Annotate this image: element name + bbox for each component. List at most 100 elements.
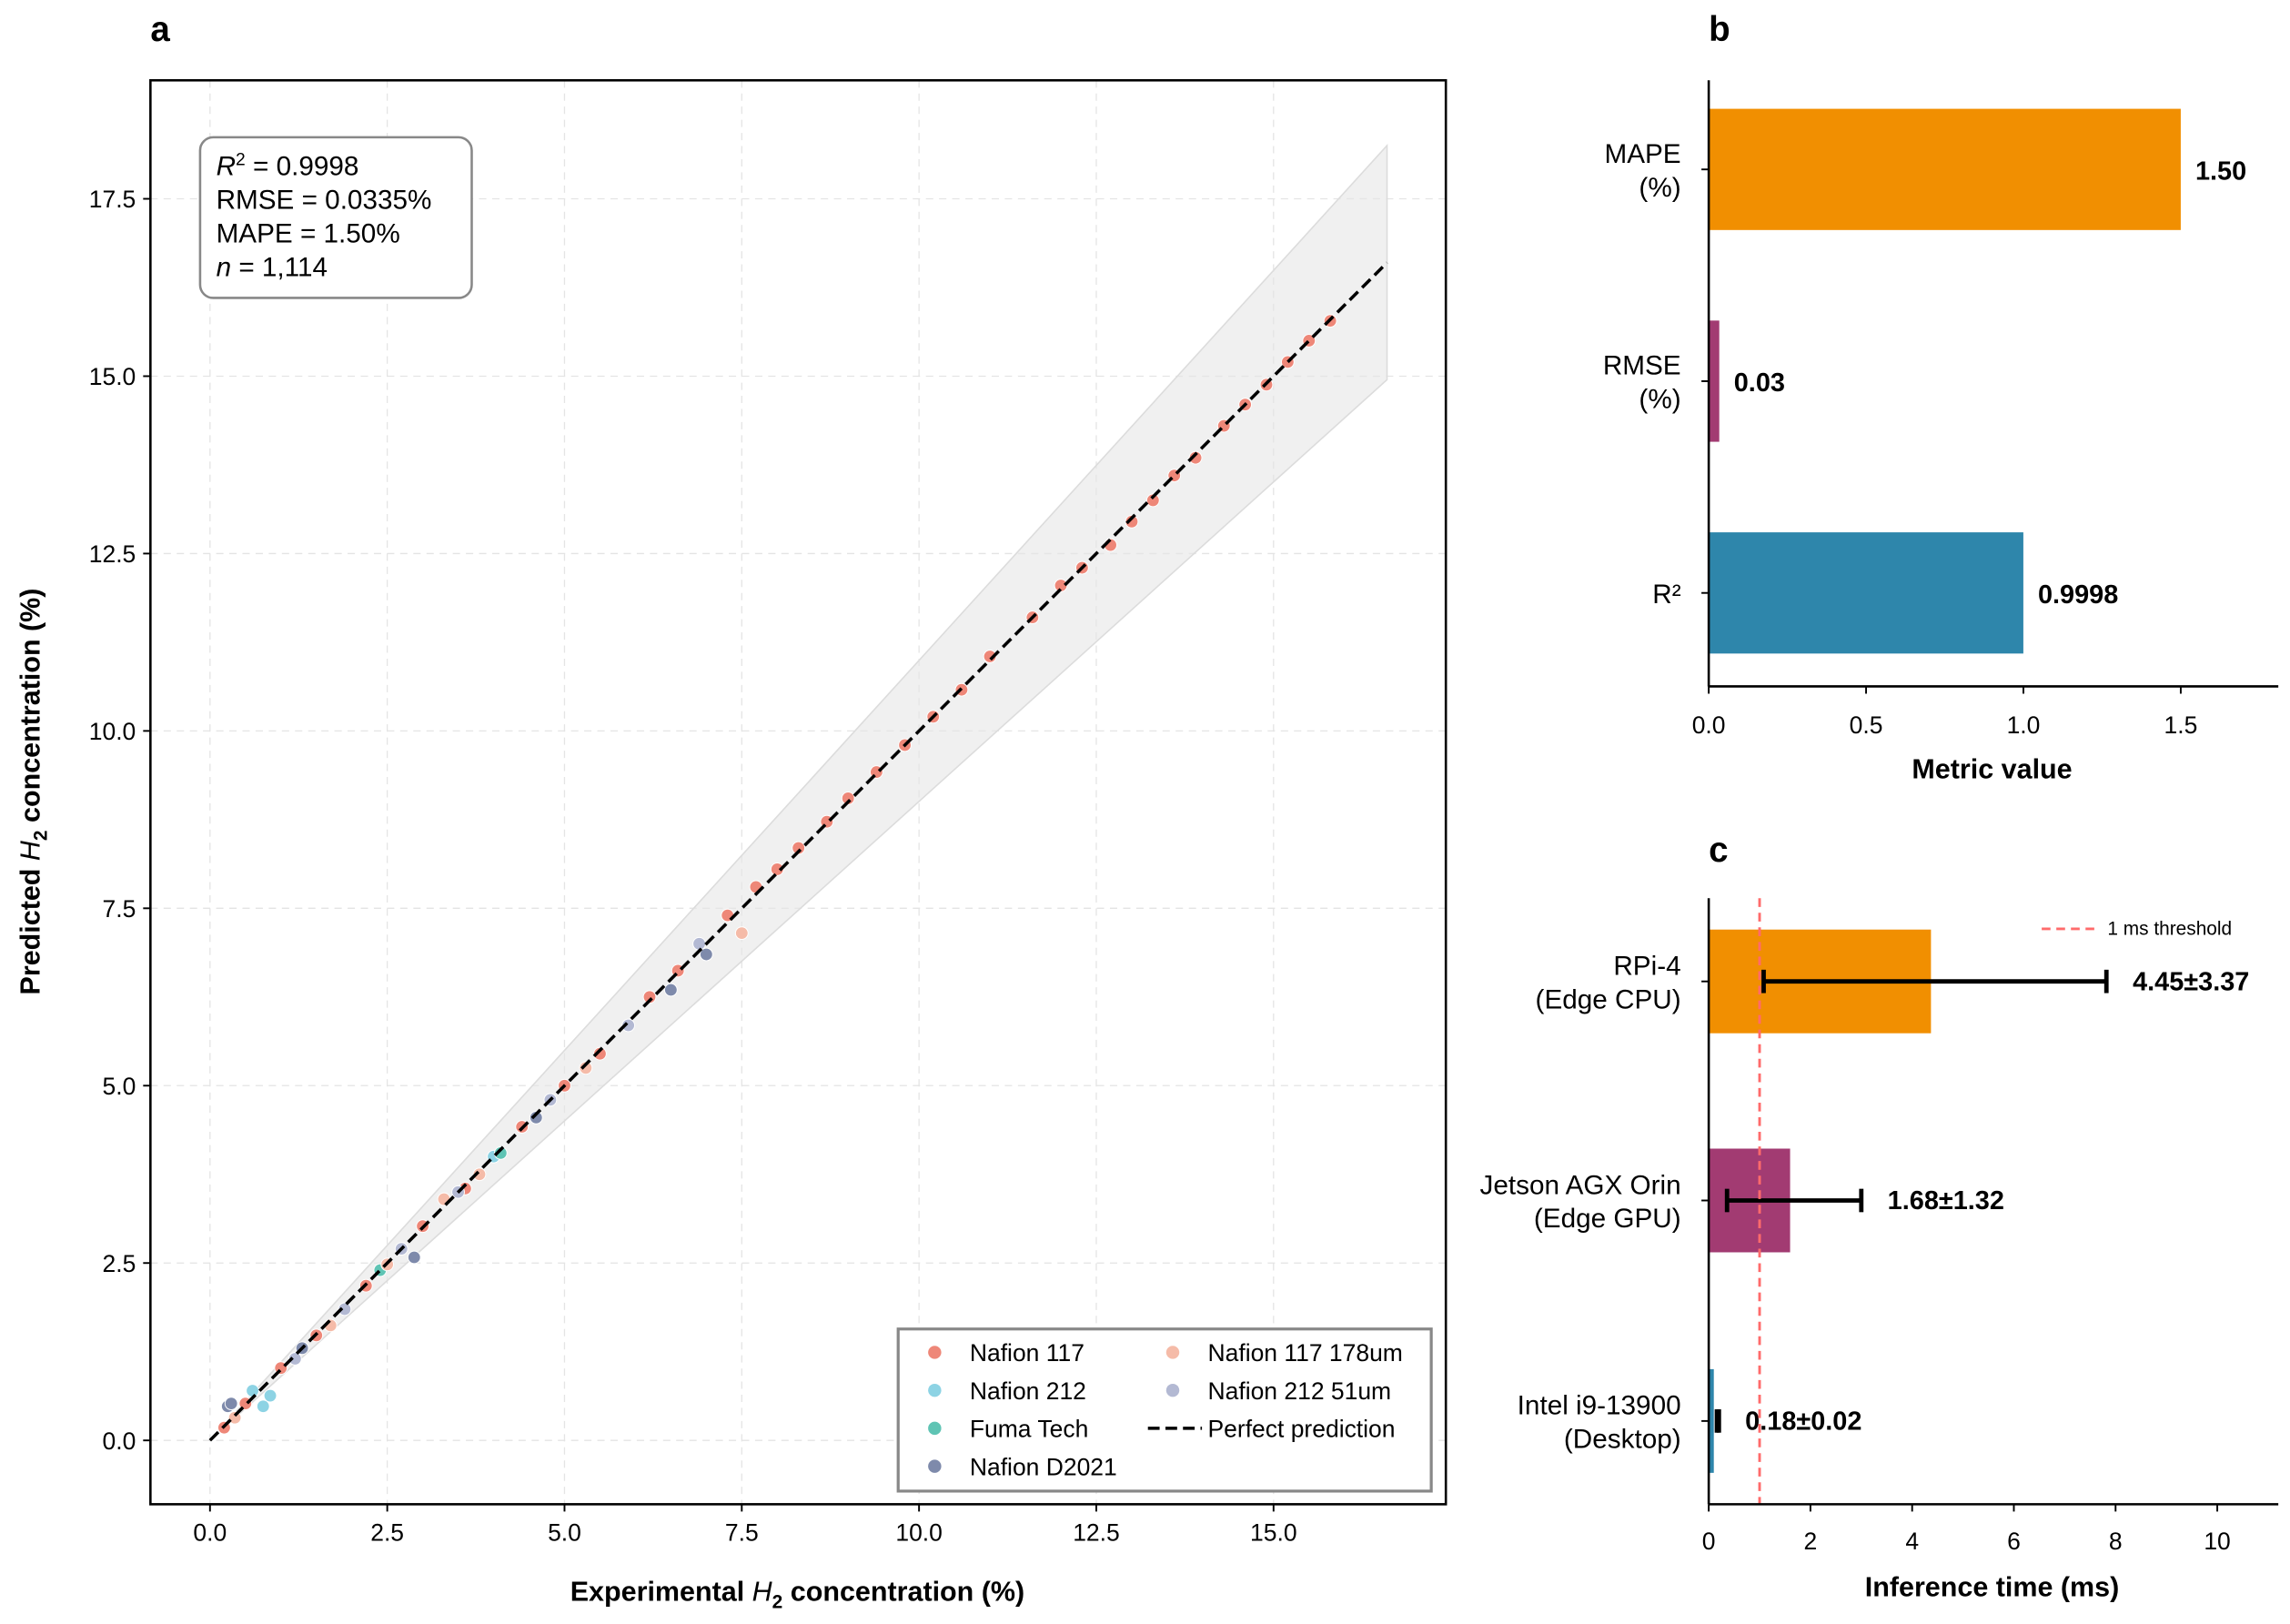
panel-b-bars: 1.50 0.03 0.9998 [1709,108,2246,654]
x-tick-label: 1.0 [2007,711,2041,739]
legend-marker [1165,1346,1180,1359]
x-tick-label: 2 [1804,1528,1818,1555]
stat-r2: R2 = 0.9998 [217,150,359,181]
y-category-label: Jetson AGX Orin [1480,1170,1681,1200]
x-tick-label: 2.5 [370,1519,404,1547]
y-category-label: (%) [1639,385,1680,415]
prediction-band [209,143,1388,1441]
x-tick-label: 4 [1905,1528,1919,1555]
point-nafion-117-178um [472,1167,487,1182]
x-tick-label: 10.0 [895,1519,943,1547]
panel-a-ticks: 0.0 2.5 5.0 7.5 10.0 12.5 15.0 0.0 2.5 5.0 7.5 10.0… [89,186,1297,1546]
point-nafion-d2021 [529,1110,543,1125]
panel-c: c 4.45±3.371.68±1.320.18±0.02 RPi-4(Edge… [1480,831,2279,1603]
panel-b-xlabel: Metric value [1912,754,2072,785]
x-tick-label: 1.5 [2164,711,2198,739]
legend-label: Fuma Tech [970,1416,1088,1443]
x-tick-label: 8 [2109,1528,2123,1555]
stats-box: R2 = 0.9998 RMSE = 0.0335% MAPE = 1.50% … [198,136,473,299]
panel-a-label: a [150,10,170,49]
y-category-label: (%) [1639,173,1680,203]
panel-b-label: b [1709,10,1730,49]
point-nafion-117 [983,650,997,663]
point-nafion-212-51um [692,936,706,951]
y-tick-label: 17.5 [89,186,136,213]
x-tick-label: 0 [1702,1528,1716,1555]
y-tick-label: 2.5 [102,1250,136,1277]
point-nafion-117 [593,1046,607,1061]
legend-label: Nafion 117 [970,1339,1084,1367]
bar-value-label: 0.9998 [2038,580,2118,610]
x-tick-label: 15.0 [1250,1519,1297,1547]
point-fuma-tech [493,1145,508,1160]
point-nafion-d2021 [663,983,678,997]
point-nafion-212 [256,1399,270,1414]
legend-frame [896,1327,1433,1493]
panel-a-legend: Nafion 117 Nafion 212 Fuma Tech Nafion D202… [896,1327,1433,1493]
bar-value-label: 4.45±3.37 [2133,967,2249,996]
x-tick-label: 0.5 [1850,711,1883,739]
panel-c-ticks: RPi-4(Edge CPU) Jetson AGX Orin (Edge GPU)… [1480,951,2231,1555]
y-tick-label: 15.0 [89,363,136,390]
stat-rmse: RMSE = 0.0335% [217,186,432,216]
legend-marker [928,1459,942,1473]
point-nafion-117-178um [579,1061,593,1075]
y-category-label: (Desktop) [1564,1425,1681,1455]
panel-a: a 0.0 2.5 5.0 7.5 10.0 12.5 15.0 0.0 2.5 5.0 7.5 10… [15,10,1448,1612]
y-category-label: (Edge CPU) [1536,984,1681,1014]
panel-a-xlabel: Experimental H2 concentration (%) [570,1576,1024,1612]
y-category-label: (Edge GPU) [1534,1204,1681,1234]
point-nafion-d2021 [407,1250,421,1265]
legend-marker [928,1383,942,1397]
point-nafion-212-51um [288,1352,302,1366]
panel-c-label: c [1709,831,1728,870]
y-tick-label: 10.0 [89,718,136,745]
bar [1709,108,2181,230]
y-tick-label: 5.0 [102,1073,136,1100]
y-tick-label: 12.5 [89,540,136,568]
legend-label: Nafion 212 [970,1377,1086,1405]
stat-n: n = 1,114 [217,252,328,282]
bar [1709,320,1720,442]
point-nafion-117-178um [734,926,749,941]
y-category-label: RPi-4 [1613,951,1680,981]
y-category-label: RMSE [1603,351,1681,381]
point-nafion-212 [263,1388,277,1403]
point-nafion-117 [1054,579,1068,592]
legend-label: Nafion 212 51um [1208,1377,1392,1405]
y-tick-label: 7.5 [102,895,136,923]
y-tick-label: 0.0 [102,1427,136,1455]
x-tick-label: 10 [2204,1528,2230,1555]
panel-c-bars: 4.45±3.37 1.68±1.32 0.18±0.02 [1709,898,2249,1505]
y-category-label: Intel i9-13900 [1518,1391,1681,1421]
y-category-label: R² [1652,580,1680,610]
bar-value-label: 0.18±0.02 [1745,1407,1861,1437]
bar [1709,532,2023,654]
x-tick-label: 12.5 [1073,1519,1120,1547]
point-nafion-117 [792,841,806,855]
point-nafion-117 [1188,450,1203,465]
legend-marker [1165,1383,1180,1397]
threshold-legend: 1 ms threshold [2042,918,2232,939]
legend-marker [928,1421,942,1436]
point-nafion-117 [642,990,657,1004]
x-tick-label: 7.5 [725,1519,759,1547]
panel-b: b 1.50 0.03 0.9998 MAPE (%) RMSE (%) R² 0.0 0.5 1… [1603,10,2279,785]
perfect-prediction-line [208,261,1388,1442]
bar [1709,1368,1714,1473]
point-nafion-117 [1125,514,1139,529]
point-nafion-212-51um [621,1018,635,1033]
point-nafion-117 [770,862,784,876]
bar-value-label: 1.68±1.32 [1888,1186,2004,1215]
legend-marker [928,1346,942,1359]
x-tick-label: 6 [2007,1528,2021,1555]
point-nafion-212 [246,1384,259,1397]
confidence-band [209,143,1388,1441]
x-tick-label: 5.0 [548,1519,581,1547]
panel-c-xlabel: Inference time (ms) [1865,1572,2120,1603]
perfect-line [208,261,1388,1442]
point-nafion-d2021 [699,947,713,962]
bar-value-label: 1.50 [2195,156,2246,186]
x-tick-label: 0.0 [1692,711,1726,739]
